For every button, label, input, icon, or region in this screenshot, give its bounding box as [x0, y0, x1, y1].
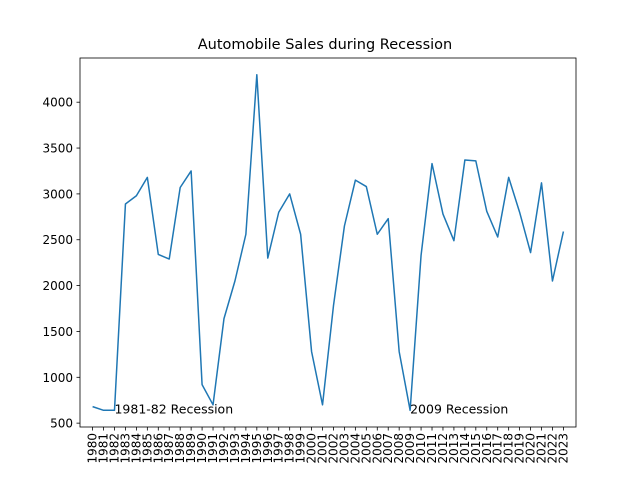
x-tick-label: 1980 [86, 433, 100, 464]
x-tick-label: 1986 [151, 433, 165, 464]
x-tick-label: 1982 [107, 433, 121, 464]
x-tick-label: 1997 [272, 433, 286, 464]
x-tick-label: 2001 [316, 433, 330, 464]
y-tick-label: 4000 [42, 96, 73, 110]
x-tick-label: 2005 [359, 433, 373, 464]
plot-area [79, 57, 577, 428]
y-tick-label: 3500 [42, 142, 73, 156]
x-tick-label: 1983 [118, 433, 132, 464]
x-tick-label: 1989 [184, 433, 198, 464]
x-tick-label: 2022 [545, 433, 559, 464]
x-tick-label: 2004 [348, 433, 362, 464]
series-layer [92, 73, 565, 412]
x-tick-label: 1992 [217, 433, 231, 464]
plot-frame [79, 57, 577, 428]
x-tick-label: 1984 [129, 433, 143, 464]
y-tick-label: 1000 [42, 371, 73, 385]
x-tick-label: 2012 [436, 433, 450, 464]
x-tick-label: 2009 [403, 433, 417, 464]
x-tick-label: 2015 [469, 433, 483, 464]
x-tick-label: 2010 [414, 433, 428, 464]
chart-title: Automobile Sales during Recession [198, 37, 452, 53]
x-tick-label: 2000 [305, 433, 319, 464]
y-tick-label: 3000 [42, 187, 73, 201]
x-tick-label: 2018 [502, 433, 516, 464]
recession-annotation: 1981-82 Recession [114, 401, 233, 416]
x-tick-label: 1993 [228, 433, 242, 464]
x-tick-label: 2013 [447, 433, 461, 464]
x-tick-label: 1991 [206, 433, 220, 464]
x-tick-label: 2016 [480, 433, 494, 464]
x-tick-label: 2002 [326, 433, 340, 464]
x-tick-label: 1987 [162, 433, 176, 464]
annotation-layer: 1981-82 Recession 2009 Recession [114, 401, 508, 416]
recession-annotation: 2009 Recession [410, 401, 508, 416]
x-tick-label: 2020 [524, 433, 538, 464]
x-tick-label: 2021 [535, 433, 549, 464]
x-tick-label: 2011 [425, 433, 439, 464]
x-tick-label: 2017 [491, 433, 505, 464]
x-tick-label: 2008 [392, 433, 406, 464]
x-axis: 1980198119821983198419851986198719881989… [86, 427, 570, 464]
y-axis: 500 1000 1500 2000 2500 3000 3500 4000 [42, 96, 80, 431]
x-tick-label: 1998 [283, 433, 297, 464]
series-line [92, 73, 565, 412]
y-tick-label: 2000 [42, 279, 73, 293]
x-tick-label: 2007 [381, 433, 395, 464]
y-tick-label: 2500 [42, 233, 73, 247]
x-tick-label: 2003 [337, 433, 351, 464]
x-tick-label: 2006 [370, 433, 384, 464]
x-tick-label: 1988 [173, 433, 187, 464]
x-tick-label: 1981 [97, 433, 111, 464]
x-tick-label: 2019 [513, 433, 527, 464]
y-tick-label: 1500 [42, 325, 73, 339]
x-tick-label: 2023 [556, 433, 570, 464]
x-tick-label: 1994 [239, 433, 253, 464]
x-tick-label: 1995 [250, 433, 264, 464]
x-tick-label: 1999 [294, 433, 308, 464]
y-tick-label: 500 [50, 417, 73, 431]
x-tick-label: 1990 [195, 433, 209, 464]
x-tick-label: 2014 [458, 433, 472, 464]
x-tick-label: 1985 [140, 433, 154, 464]
x-tick-label: 1996 [261, 433, 275, 464]
